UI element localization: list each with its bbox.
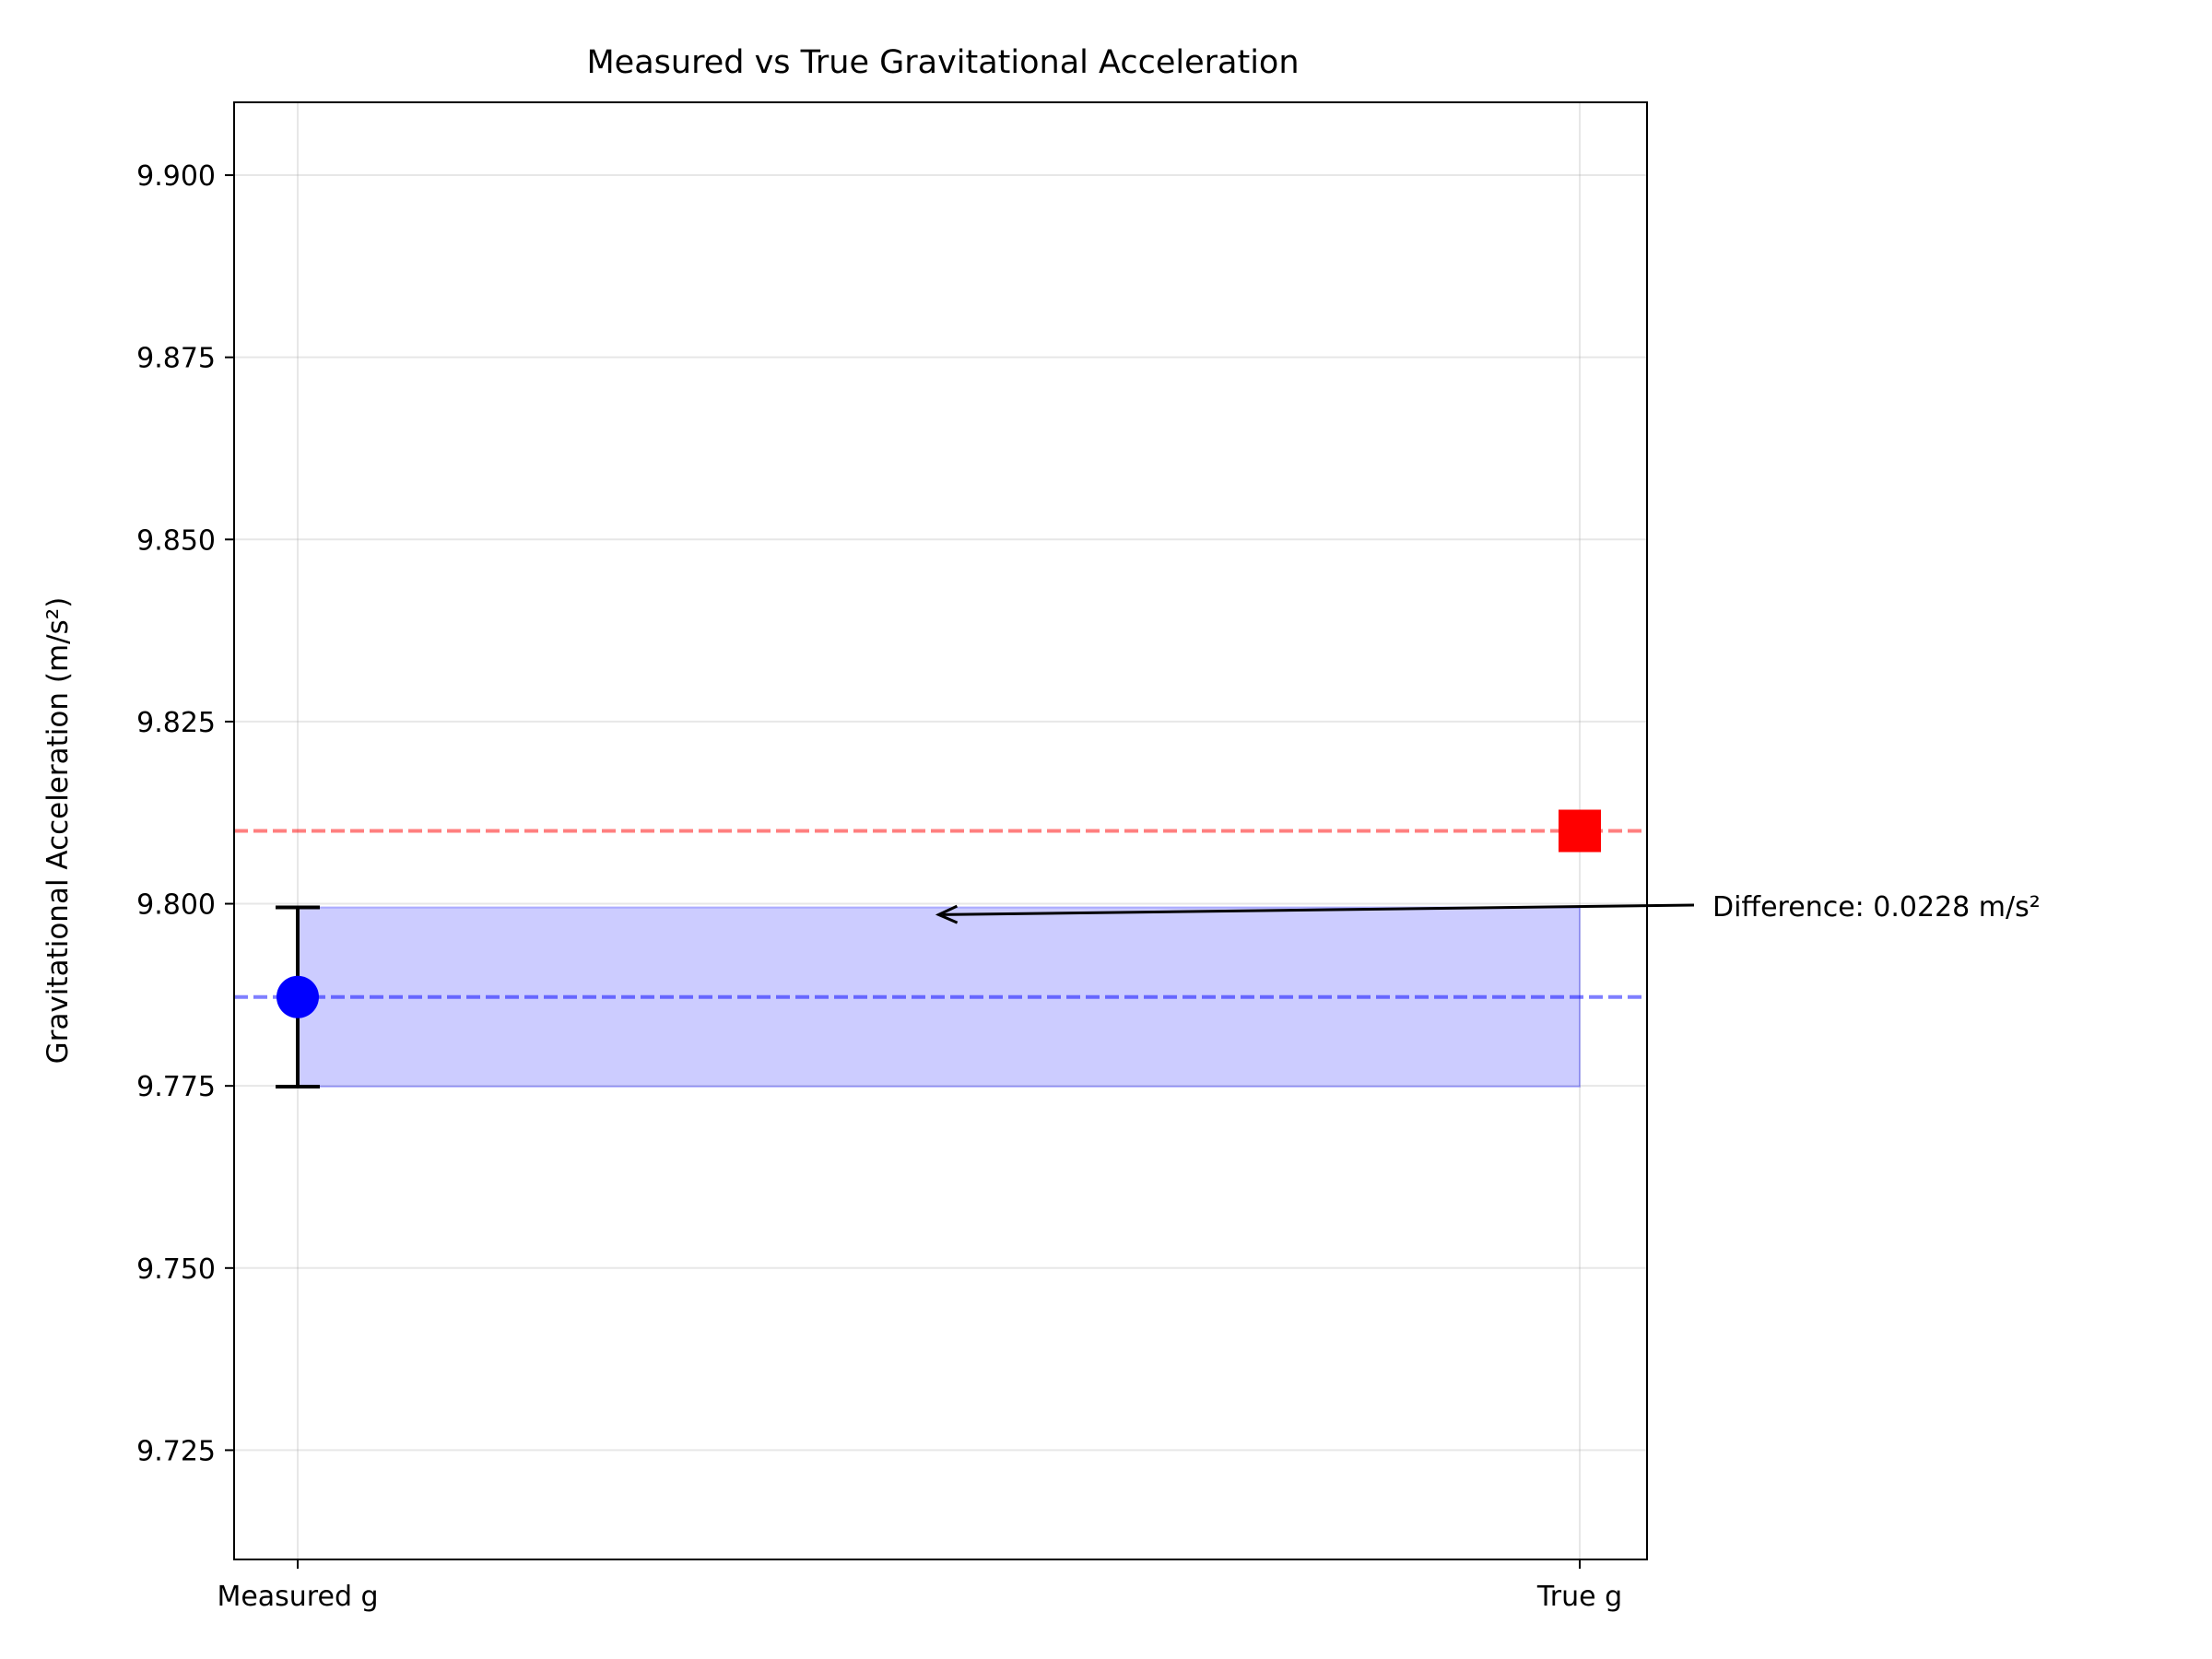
y-tick-label-1: 9.750: [136, 1253, 216, 1286]
plot-frame: [233, 101, 1648, 1560]
y-axis-label: Gravitational Acceleration (m/s²): [41, 597, 75, 1065]
annotation-arrowhead: [935, 904, 959, 924]
annotation-text: Difference: 0.0228 m/s²: [1712, 891, 2041, 924]
y-axis: 9.725 9.750 9.775 9.800 9.825 9.850 9.875 9.900: [136, 160, 234, 1467]
y-tick-label-0: 9.725: [136, 1435, 216, 1467]
chart-title: Measured vs True Gravitational Accelerat…: [586, 44, 1299, 81]
y-tick-label-4: 9.825: [136, 707, 216, 739]
y-tick-label-7: 9.900: [136, 160, 216, 193]
x-tick-label-0: Measured g: [217, 1581, 378, 1613]
y-tick-label-6: 9.875: [136, 343, 216, 375]
x-axis: Measured g True g: [217, 1559, 1622, 1613]
true-g-point: [1559, 809, 1601, 853]
y-tick-label-3: 9.800: [136, 889, 216, 922]
annotation-arrow: [942, 903, 1695, 916]
x-tick-label-1: True g: [1536, 1581, 1622, 1613]
difference-annotation: Difference: 0.0228 m/s²: [935, 891, 2041, 924]
y-tick-label-5: 9.850: [136, 524, 216, 557]
y-tick-label-2: 9.775: [136, 1071, 216, 1103]
measured-g-point: [276, 975, 319, 1018]
